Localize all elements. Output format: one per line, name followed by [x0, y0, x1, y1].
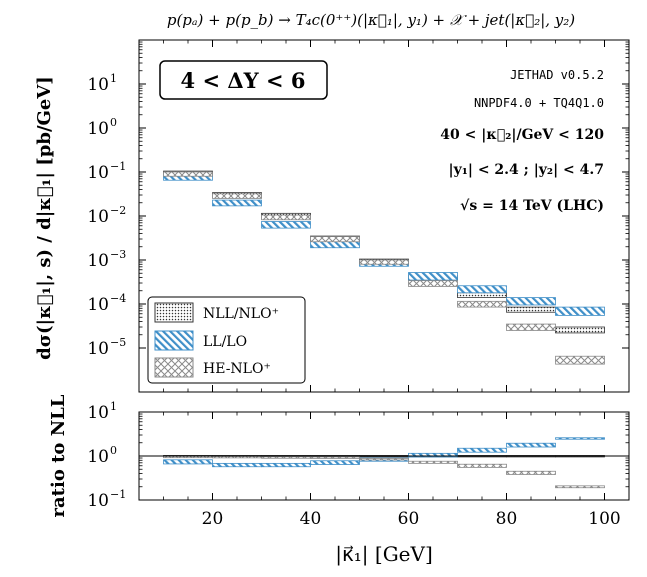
x-tick-label: 100 [588, 509, 620, 529]
main-y-tick-label: 10 [87, 207, 109, 227]
x-tick-label: 20 [202, 509, 224, 529]
ratio-he-band-bin-7 [457, 463, 507, 468]
ratio-ll-band-bin-2 [212, 462, 262, 468]
main-y-tick-label: 10 [87, 163, 109, 183]
ratio-he-band-bin-5 [359, 458, 409, 461]
legend-label-he: HE-NLO⁺ [203, 361, 271, 377]
main-ll-band-bin-6 [408, 272, 458, 281]
ratio-ll-band-bin-8 [506, 442, 556, 448]
main-he-band-bin-2 [212, 193, 262, 199]
ratio-he-band-bin-4 [310, 456, 360, 459]
legend-swatch-he [154, 357, 194, 378]
chart-title: p(pₐ) + p(p_b) → T₄c(0⁺⁺)(|κ⃗₁|, y₁) + 𝒳… [167, 11, 575, 29]
main-y-tick-exponent: 0 [110, 116, 117, 129]
ratio-ll-band-bin-6 [408, 452, 458, 458]
main-y-tick-exponent: −5 [110, 336, 126, 349]
main-he-band-bin-7 [457, 300, 507, 308]
info-line-1: JETHAD v0.5.2 [510, 68, 604, 82]
rapidity-badge-box [159, 60, 328, 100]
main-nll-band-bin-7 [457, 292, 507, 298]
ratio-y-axis-label: ratio to NLL [48, 394, 69, 517]
main-y-tick-exponent: 1 [110, 72, 117, 85]
x-tick-label: 80 [496, 509, 518, 529]
main-nll-band-bin-9 [555, 326, 605, 334]
x-axis-label: |κ⃗₁| [GeV] [335, 542, 433, 567]
legend-swatch-ll [154, 330, 194, 351]
main-y-tick-exponent: −4 [110, 292, 126, 305]
ratio-y-tick-exponent: 1 [110, 400, 117, 413]
ratio-y-tick-label: 10 [87, 491, 109, 511]
ratio-ll-band-bin-9 [555, 437, 605, 440]
main-y-tick-exponent: −2 [110, 204, 126, 217]
ratio-ll-band-bin-3 [261, 462, 311, 468]
info-line-5: √s = 14 TeV (LHC) [460, 198, 604, 214]
ratio-y-tick-label: 10 [87, 403, 109, 423]
main-y-tick-exponent: −1 [110, 160, 126, 173]
ratio-y-tick-exponent: −1 [110, 488, 126, 501]
main-he-band-bin-1 [163, 171, 213, 177]
ratio-y-tick-label: 10 [87, 447, 109, 467]
main-he-band-bin-4 [310, 236, 360, 243]
main-nll-band-bin-8 [506, 306, 556, 313]
main-y-tick-label: 10 [87, 75, 109, 95]
rapidity-badge: 4 < ΔY < 6 [181, 68, 306, 93]
legend-label-ll: LL/LO [203, 334, 247, 350]
main-he-band-bin-9 [555, 355, 605, 365]
legend: NLL/NLO⁺ LL/LO HE-NLO⁺ [147, 296, 306, 384]
main-ll-band-bin-3 [261, 221, 311, 229]
main-y-tick-label: 10 [87, 119, 109, 139]
main-y-tick-label: 10 [87, 295, 109, 315]
legend-label-nll: NLL/NLO⁺ [203, 306, 279, 322]
ratio-he-band-bin-2 [212, 455, 262, 459]
info-line-3: 40 < |κ⃗₂|/GeV < 120 [440, 127, 604, 143]
ratio-ll-band-bin-1 [163, 459, 213, 465]
main-he-band-bin-5 [359, 259, 409, 265]
ratio-y-tick-exponent: 0 [110, 444, 117, 457]
info-line-2: NNPDF4.0 + TQ4Q1.0 [474, 96, 604, 110]
ratio-he-band-bin-3 [261, 456, 311, 459]
main-ll-band-bin-2 [212, 199, 262, 207]
ratio-he-band-bin-6 [408, 460, 458, 464]
ratio-ll-band-bin-7 [457, 447, 507, 453]
main-y-tick-label: 10 [87, 339, 109, 359]
x-tick-label: 60 [398, 509, 420, 529]
main-y-axis-label: dσ(|κ⃗₁|, s) / d|κ⃗₁| [pb/GeV] [34, 76, 55, 360]
main-he-band-bin-8 [506, 323, 556, 331]
info-line-4: |y₁| < 2.4 ; |y₂| < 4.7 [449, 162, 605, 178]
main-ll-band-bin-8 [506, 297, 556, 306]
main-y-tick-label: 10 [87, 251, 109, 271]
main-he-band-bin-3 [261, 214, 311, 221]
ratio-he-band-bin-9 [555, 485, 605, 489]
main-ll-band-bin-7 [457, 285, 507, 294]
ratio-he-band-bin-8 [506, 470, 556, 475]
ratio-ll-band-bin-4 [310, 460, 360, 465]
main-y-tick-exponent: −3 [110, 248, 126, 261]
x-tick-label: 40 [300, 509, 322, 529]
main-ll-band-bin-9 [555, 306, 605, 316]
main-he-band-bin-6 [408, 280, 458, 287]
legend-swatch-nll [154, 302, 194, 323]
